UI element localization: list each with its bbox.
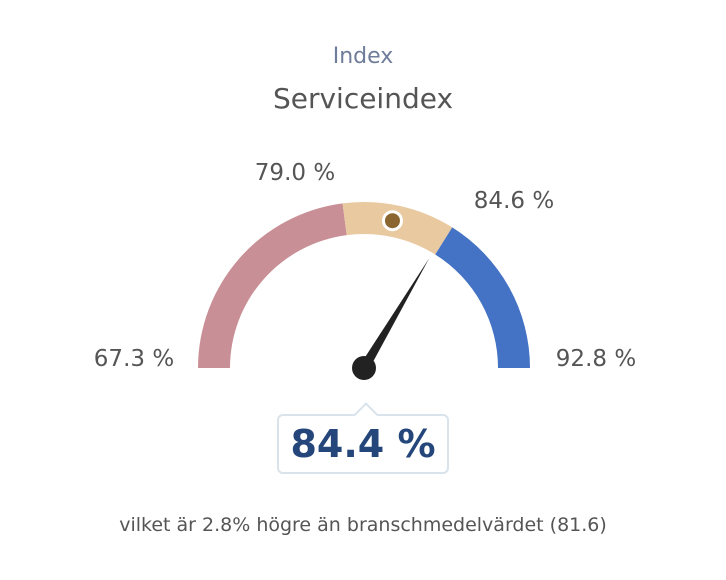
comparison-text: vilket är 2.8% högre än branschmedelvärd… — [119, 514, 607, 536]
gauge-band-2 — [435, 227, 530, 368]
chart-title: Serviceindex — [272, 82, 454, 115]
benchmark-marker — [381, 210, 403, 232]
needle-hub — [352, 356, 376, 380]
tick-label-2: 84.6 % — [474, 188, 554, 214]
tick-label-3: 92.8 % — [556, 346, 636, 372]
value-label: 84.4 % — [290, 422, 436, 466]
gauge-band-0 — [198, 203, 347, 368]
value-display: 84.4 % — [277, 414, 449, 474]
tick-label-0: 67.3 % — [94, 346, 174, 372]
chart-subtitle: Index — [332, 44, 394, 69]
gauge-needle — [359, 257, 430, 371]
tick-label-1: 79.0 % — [255, 160, 335, 186]
